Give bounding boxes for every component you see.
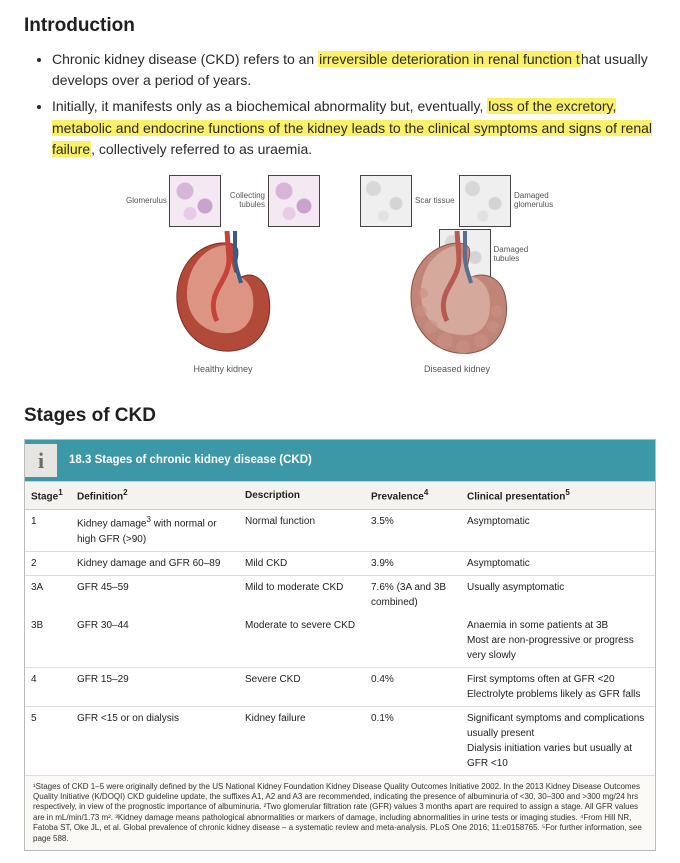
stages-table: Stage1 Definition2 Description Prevalenc… [25, 481, 655, 776]
cell-description: Mild to moderate CKD [239, 575, 365, 614]
stages-table-wrap: i 18.3 Stages of chronic kidney disease … [24, 439, 656, 851]
cell-prevalence: 3.5% [365, 510, 461, 551]
collecting-tubules-inset [268, 175, 320, 227]
kidney-diagram: Glomerulus Collecting tubules Healthy ki… [24, 175, 656, 377]
healthy-kidney-icon [153, 231, 293, 361]
highlight: irreversible deterioration in renal func… [318, 51, 581, 67]
table-row: 3BGFR 30–44Moderate to severe CKD Anaemia… [25, 614, 655, 668]
intro-bullet-2: Initially, it manifests only as a bioche… [52, 96, 656, 161]
cell-stage: 2 [25, 551, 71, 575]
diseased-kidney-icon [387, 231, 527, 361]
intro-heading: Introduction [24, 12, 656, 41]
damaged-glomerulus-inset [459, 175, 511, 227]
healthy-insets: Glomerulus Collecting tubules [126, 175, 320, 227]
cell-stage: 5 [25, 706, 71, 775]
th-clinical: Clinical presentation5 [461, 481, 655, 509]
text: Initially, it manifests only as a bioche… [52, 98, 487, 114]
text: , collectively referred to as uraemia. [91, 141, 312, 157]
diseased-caption: Diseased kidney [424, 363, 490, 377]
cell-clinical: Usually asymptomatic [461, 575, 655, 614]
cell-definition: Kidney damage3 with normal or high GFR (… [71, 510, 239, 551]
th-description: Description [239, 481, 365, 509]
cell-clinical: Asymptomatic [461, 510, 655, 551]
table-row: 4GFR 15–29Severe CKD0.4%First symptoms o… [25, 667, 655, 706]
cell-description: Severe CKD [239, 667, 365, 706]
healthy-caption: Healthy kidney [193, 363, 252, 377]
table-row: 3AGFR 45–59Mild to moderate CKD7.6% (3A … [25, 575, 655, 614]
cell-clinical: Asymptomatic [461, 551, 655, 575]
cell-description: Kidney failure [239, 706, 365, 775]
scar-tissue-inset [360, 175, 412, 227]
table-row: 2Kidney damage and GFR 60–89Mild CKD3.9%… [25, 551, 655, 575]
cell-stage: 1 [25, 510, 71, 551]
th-definition: Definition2 [71, 481, 239, 509]
cell-clinical: Significant symptoms and complications u… [461, 706, 655, 775]
table-footnote: ¹Stages of CKD 1–5 were originally defin… [25, 776, 655, 850]
glomerulus-inset [169, 175, 221, 227]
cell-definition: Kidney damage and GFR 60–89 [71, 551, 239, 575]
cell-definition: GFR 45–59 [71, 575, 239, 614]
cell-stage: 3A [25, 575, 71, 614]
th-stage: Stage1 [25, 481, 71, 509]
table-banner: i 18.3 Stages of chronic kidney disease … [25, 440, 655, 481]
healthy-kidney-block: Glomerulus Collecting tubules Healthy ki… [126, 175, 320, 377]
table-row: 1Kidney damage3 with normal or high GFR … [25, 510, 655, 551]
cell-prevalence [365, 614, 461, 668]
cell-stage: 3B [25, 614, 71, 668]
cell-prevalence: 0.1% [365, 706, 461, 775]
th-prevalence: Prevalence4 [365, 481, 461, 509]
inset-label: Glomerulus [126, 197, 166, 206]
cell-prevalence: 7.6% (3A and 3B combined) [365, 575, 461, 614]
cell-prevalence: 0.4% [365, 667, 461, 706]
cell-description: Moderate to severe CKD [239, 614, 365, 668]
banner-title: 18.3 Stages of chronic kidney disease (C… [69, 452, 312, 469]
diseased-insets: Scar tissue Damaged glomerulus [360, 175, 554, 227]
intro-list: Chronic kidney disease (CKD) refers to a… [24, 49, 656, 161]
cell-definition: GFR 15–29 [71, 667, 239, 706]
intro-bullet-1: Chronic kidney disease (CKD) refers to a… [52, 49, 656, 92]
inset-label: Scar tissue [415, 197, 455, 206]
cell-description: Mild CKD [239, 551, 365, 575]
inset-label: Collecting tubules [225, 192, 265, 210]
stages-heading: Stages of CKD [24, 402, 656, 431]
inset-label: Damaged glomerulus [514, 192, 554, 210]
info-icon: i [25, 444, 57, 477]
cell-clinical: First symptoms often at GFR <20Electroly… [461, 667, 655, 706]
cell-clinical: Anaemia in some patients at 3BMost are n… [461, 614, 655, 668]
cell-definition: GFR <15 or on dialysis [71, 706, 239, 775]
cell-definition: GFR 30–44 [71, 614, 239, 668]
cell-description: Normal function [239, 510, 365, 551]
text: Chronic kidney disease (CKD) refers to a… [52, 51, 318, 67]
table-row: 5GFR <15 or on dialysisKidney failure0.1… [25, 706, 655, 775]
cell-stage: 4 [25, 667, 71, 706]
diseased-kidney-block: Scar tissue Damaged glomerulus Damaged t… [360, 175, 554, 377]
cell-prevalence: 3.9% [365, 551, 461, 575]
